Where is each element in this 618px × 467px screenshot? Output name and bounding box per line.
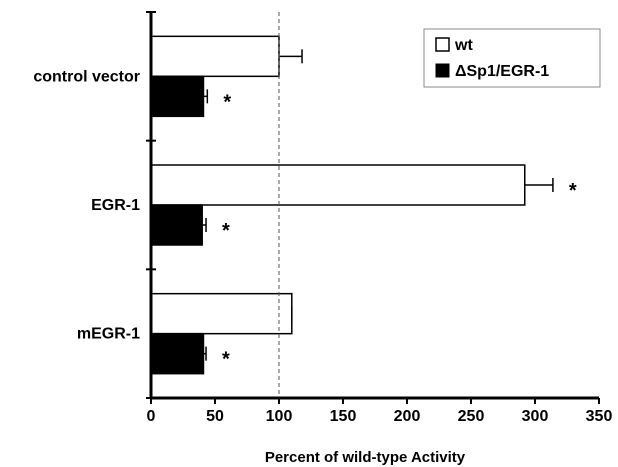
bars-layer [150, 35, 526, 375]
x-tick-labels: 0 50 100 150 200 250 300 350 [147, 408, 613, 425]
error-bars-layer [202, 49, 554, 361]
bar-wt-megr-1 [150, 292, 293, 335]
asterisk-sp1-egr-1-control-vector: * [223, 91, 231, 113]
bar-sp1-egr-1-control-vector [150, 75, 205, 118]
asterisk-wt-egr-1: * [569, 180, 577, 202]
legend-box [423, 28, 601, 88]
x-tick-label-100: 100 [266, 408, 293, 425]
legend: wt ΔSp1/EGR-1 [423, 28, 601, 88]
bar-wt-egr-1 [150, 164, 526, 206]
x-tick-label-200: 200 [394, 408, 421, 425]
x-tick-label-150: 150 [330, 408, 357, 425]
bar-sp1-egr-1-egr-1 [150, 204, 203, 246]
x-tick-label-350: 350 [586, 408, 613, 425]
category-labels: control vector EGR-1 mEGR-1 [33, 68, 140, 342]
x-tick-label-250: 250 [458, 408, 485, 425]
x-tick-label-0: 0 [147, 408, 156, 425]
x-tick-label-50: 50 [206, 408, 224, 425]
legend-label-dsp1: ΔSp1/EGR-1 [455, 63, 549, 80]
legend-label-wt: wt [454, 37, 473, 54]
bar-wt-control-vector [150, 35, 280, 78]
asterisk-sp1-egr-1-egr-1: * [222, 220, 230, 242]
bar-sp1-egr-1-megr-1 [150, 332, 205, 375]
legend-swatch-dsp1 [435, 63, 450, 78]
asterisk-sp1-egr-1-megr-1: * [222, 349, 230, 371]
axis-ticks [146, 11, 600, 404]
significance-markers: * * * * [222, 91, 577, 370]
legend-swatch-wt [435, 37, 450, 52]
category-label-egr-1: EGR-1 [91, 197, 140, 214]
category-label-control-vector: control vector [33, 68, 140, 85]
x-tick-label-300: 300 [522, 408, 549, 425]
category-label-megr-1: mEGR-1 [77, 326, 140, 343]
x-axis-label: Percent of wild-type Activity [265, 449, 466, 466]
